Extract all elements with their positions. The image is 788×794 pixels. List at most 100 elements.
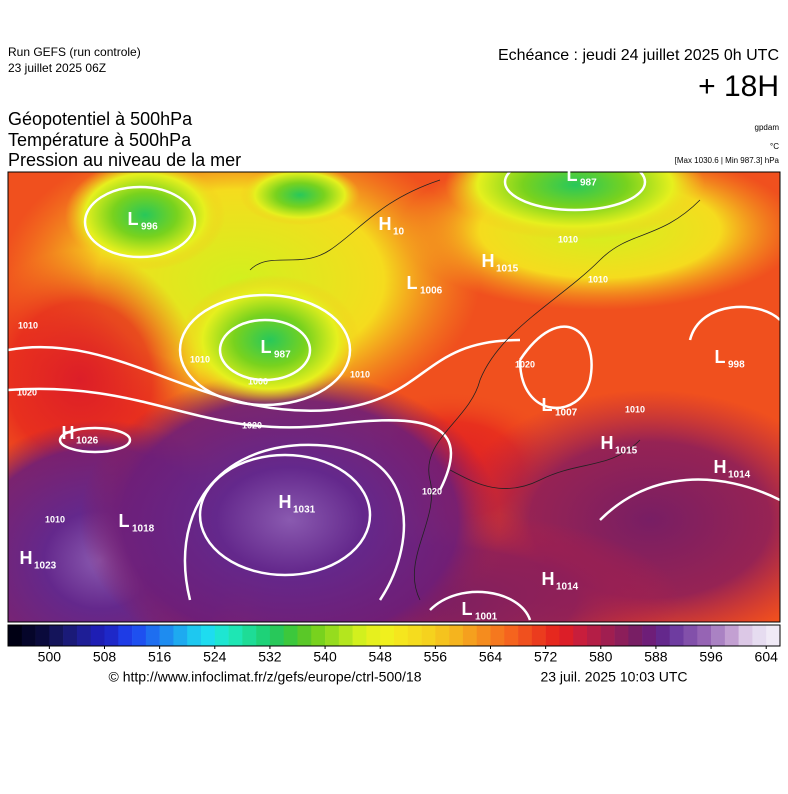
center-value: 1015 <box>496 264 519 275</box>
center-value: 1031 <box>293 505 316 516</box>
colorbar-cell <box>435 625 450 646</box>
colorbar-cell <box>269 625 285 646</box>
colorbar-cell <box>711 625 726 646</box>
center-letter: H <box>279 492 292 512</box>
center-letter: L <box>567 165 578 185</box>
colorbar-cell <box>600 625 615 646</box>
colorbar-cell <box>518 625 533 646</box>
colorbar-cell <box>214 625 229 646</box>
center-letter: L <box>462 599 473 619</box>
colorbar-label: 596 <box>699 649 723 665</box>
colorbar-cell <box>311 625 326 646</box>
colorbar-label: 508 <box>93 649 117 665</box>
center-value: 1001 <box>475 612 498 623</box>
colorbar-label: 580 <box>589 649 613 665</box>
colorbar-cell <box>421 625 436 646</box>
colorbar-cell <box>366 625 381 646</box>
colorbar-cell <box>683 625 698 646</box>
center-value: 987 <box>274 350 291 361</box>
center-value: 1018 <box>132 524 155 535</box>
colorbar-label: 524 <box>203 649 227 665</box>
center-value: 998 <box>728 360 745 371</box>
center-letter: L <box>407 273 418 293</box>
center-letter: H <box>601 433 614 453</box>
colorbar-cell <box>256 625 271 646</box>
colorbar-cell <box>587 625 602 646</box>
center-value: 1014 <box>728 470 751 481</box>
colorbar-cell <box>159 625 174 646</box>
isobar-label: 1000 <box>248 376 268 386</box>
colorbar-label: 548 <box>369 649 393 665</box>
valid-time: Echéance : jeudi 24 juillet 2025 0h UTC <box>498 47 779 64</box>
lead-time: + 18H <box>698 70 779 103</box>
center-value: 996 <box>141 222 158 233</box>
colorbar-cell <box>352 625 367 646</box>
colorbar-cell <box>504 625 519 646</box>
colorbar-cell <box>559 625 574 646</box>
timestamp: 23 juil. 2025 10:03 UTC <box>540 669 687 685</box>
colorbar-cell <box>49 625 64 646</box>
center-letter: L <box>261 337 272 357</box>
center-letter: H <box>379 214 392 234</box>
unit: gpdam <box>755 123 780 132</box>
colorbar-cell <box>35 625 50 646</box>
colorbar-cell <box>21 625 36 646</box>
run-name: Run GEFS (run controle) <box>8 45 141 59</box>
center-letter: L <box>128 209 139 229</box>
colorbar-label: 516 <box>148 649 172 665</box>
center-letter: H <box>714 457 727 477</box>
colorbar-cell <box>614 625 629 646</box>
colorbar-cell <box>407 625 422 646</box>
isobar-label: 1020 <box>242 420 262 430</box>
colorbar-cell <box>145 625 160 646</box>
colorbar-cell <box>449 625 464 646</box>
colorbar-cell <box>90 625 105 646</box>
colorbar-cell <box>394 625 409 646</box>
center-letter: L <box>119 511 130 531</box>
center-value: 987 <box>580 178 597 189</box>
center-value: 1007 <box>555 408 578 419</box>
isobar-label: 1010 <box>190 354 210 364</box>
colorbar-cell <box>628 625 643 646</box>
source: © http://www.infoclimat.fr/z/gefs/europe… <box>108 669 421 685</box>
colorbar-label: 500 <box>38 649 62 665</box>
colorbar-cell <box>63 625 78 646</box>
center-value: 1015 <box>615 446 638 457</box>
isobar-label: 1010 <box>18 320 38 330</box>
colorbar-cell <box>132 625 147 646</box>
colorbar-label: 572 <box>534 649 558 665</box>
colorbar-label: 532 <box>258 649 282 665</box>
colorbar-cell <box>642 625 657 646</box>
colorbar-cell <box>476 625 491 646</box>
center-letter: L <box>715 347 726 367</box>
colorbar-label: 564 <box>479 649 503 665</box>
isobar-label: 1010 <box>350 369 370 379</box>
map-field <box>8 172 780 622</box>
isobar-label: 1020 <box>515 359 535 369</box>
colorbar-cell <box>669 625 684 646</box>
colorbar-cell <box>8 625 23 646</box>
center-value: 1014 <box>556 582 579 593</box>
field-title: Température à 500hPa <box>8 130 192 150</box>
isobar-label: 1010 <box>588 274 608 284</box>
colorbar-cell <box>76 625 92 646</box>
unit: [Max 1030.6 | Min 987.3] hPa <box>675 156 780 165</box>
map-frame <box>7 171 781 623</box>
colorbar-cell <box>228 625 243 646</box>
colorbar-cell <box>697 625 712 646</box>
colorbar-cell <box>297 625 312 646</box>
colorbar-cell <box>724 625 739 646</box>
center-value: 1023 <box>34 561 57 572</box>
center-letter: H <box>482 251 495 271</box>
colorbar-cell <box>201 625 216 646</box>
colorbar-cell <box>738 625 753 646</box>
colorbar-label: 588 <box>644 649 668 665</box>
colorbar-frame <box>7 624 781 647</box>
colorbar-cell <box>173 625 188 646</box>
isobar-label: 1020 <box>422 486 442 496</box>
colorbar-cell <box>655 625 671 646</box>
colorbar-cell <box>187 625 202 646</box>
center-value: 10 <box>393 227 405 238</box>
run-date: 23 juillet 2025 06Z <box>8 61 106 75</box>
